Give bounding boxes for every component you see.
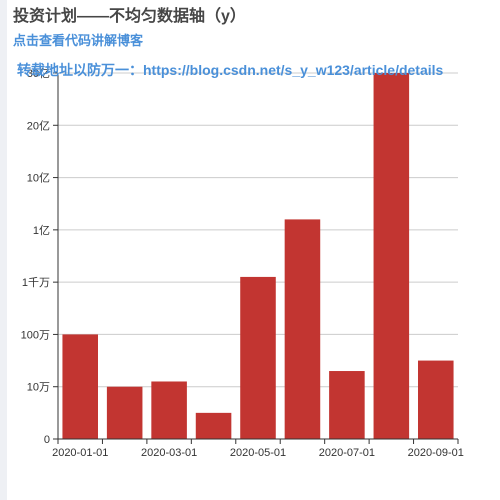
bars [62, 73, 454, 439]
axes: 0 10万 100万 1千万 1亿 10亿 20亿 30亿 2020-01-01 2020-03-… [21, 67, 464, 459]
bar [151, 381, 187, 439]
bar [373, 73, 410, 439]
y-tick-label: 20亿 [27, 119, 50, 132]
repost-address-note: 转载地址以防万一：https://blog.csdn.net/s_y_w123/… [17, 62, 444, 78]
left-edge-strip [0, 0, 7, 500]
bar [284, 219, 321, 439]
x-tick-label: 2020-05-01 [230, 447, 286, 459]
bar [106, 386, 143, 439]
y-tick-label: 10万 [27, 382, 50, 394]
y-tick-label: 10亿 [27, 172, 50, 185]
chart-title: 投资计划——不均匀数据轴（y） [13, 8, 246, 25]
bar [240, 276, 276, 439]
x-tick-label: 2020-01-01 [52, 447, 108, 459]
code-explanation-link[interactable]: 点击查看代码讲解博客 [13, 33, 144, 48]
y-tick-label: 1千万 [22, 276, 50, 289]
x-tick-label: 2020-07-01 [319, 447, 375, 459]
y-tick-label: 0 [44, 434, 50, 446]
bar [195, 412, 232, 439]
y-tick-label: 1亿 [33, 224, 50, 237]
y-tick-label: 30亿 [27, 67, 50, 80]
bar [329, 371, 365, 439]
bar [418, 360, 454, 439]
bar [62, 334, 98, 439]
x-tick-label: 2020-03-01 [141, 447, 197, 459]
y-tick-label: 100万 [21, 329, 50, 341]
x-tick-label: 2020-09-01 [408, 447, 464, 459]
